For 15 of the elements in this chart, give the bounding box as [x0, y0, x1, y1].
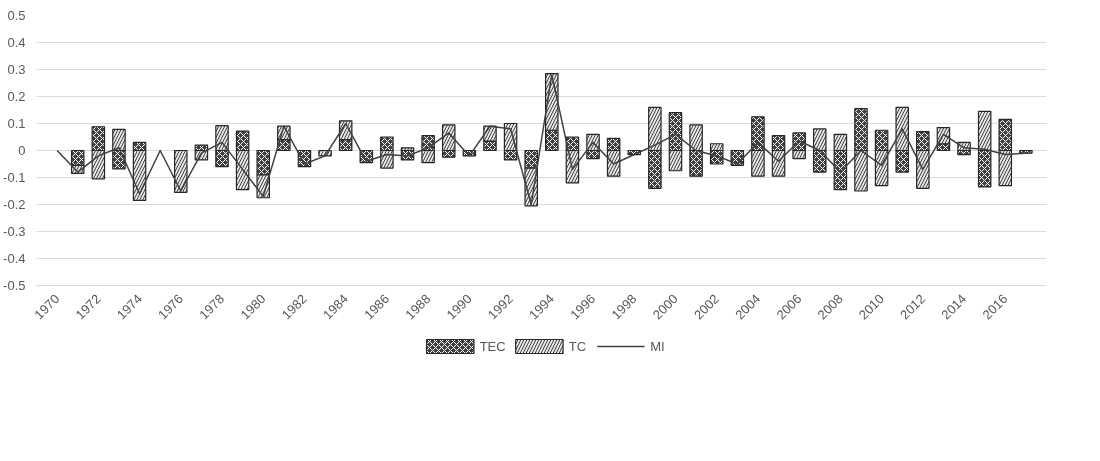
y-tick-label: 0 — [18, 143, 26, 158]
y-tick-label: -0.4 — [3, 251, 26, 266]
y-tick-label: -0.1 — [3, 170, 26, 185]
legend-label: TC — [568, 339, 587, 354]
y-tick-label: 0.4 — [7, 35, 26, 50]
y-tick-label: 0.2 — [7, 89, 26, 104]
legend-label: TEC — [479, 339, 506, 354]
y-tick-label: 0.5 — [7, 8, 26, 23]
y-tick-label: -0.3 — [3, 224, 26, 239]
legend-label: MI — [650, 339, 665, 354]
y-tick-label: 0.1 — [7, 116, 26, 131]
y-tick-label: 0.3 — [7, 62, 26, 77]
y-tick-label: -0.2 — [3, 197, 26, 212]
line-series — [56, 74, 1027, 206]
y-tick-label: -0.5 — [3, 278, 26, 293]
